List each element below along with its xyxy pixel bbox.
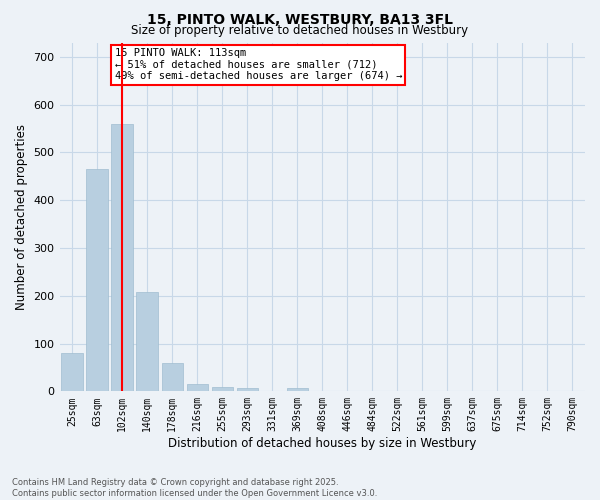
- Bar: [212, 386, 233, 392]
- Bar: [61, 353, 83, 392]
- Text: Size of property relative to detached houses in Westbury: Size of property relative to detached ho…: [131, 24, 469, 37]
- Bar: [161, 362, 183, 392]
- Text: 15, PINTO WALK, WESTBURY, BA13 3FL: 15, PINTO WALK, WESTBURY, BA13 3FL: [147, 12, 453, 26]
- Bar: [187, 384, 208, 392]
- Bar: [136, 292, 158, 392]
- Bar: [86, 169, 108, 392]
- X-axis label: Distribution of detached houses by size in Westbury: Distribution of detached houses by size …: [168, 437, 476, 450]
- Text: 15 PINTO WALK: 113sqm
← 51% of detached houses are smaller (712)
49% of semi-det: 15 PINTO WALK: 113sqm ← 51% of detached …: [115, 48, 402, 82]
- Bar: [287, 388, 308, 392]
- Bar: [112, 124, 133, 392]
- Y-axis label: Number of detached properties: Number of detached properties: [15, 124, 28, 310]
- Text: Contains HM Land Registry data © Crown copyright and database right 2025.
Contai: Contains HM Land Registry data © Crown c…: [12, 478, 377, 498]
- Bar: [236, 388, 258, 392]
